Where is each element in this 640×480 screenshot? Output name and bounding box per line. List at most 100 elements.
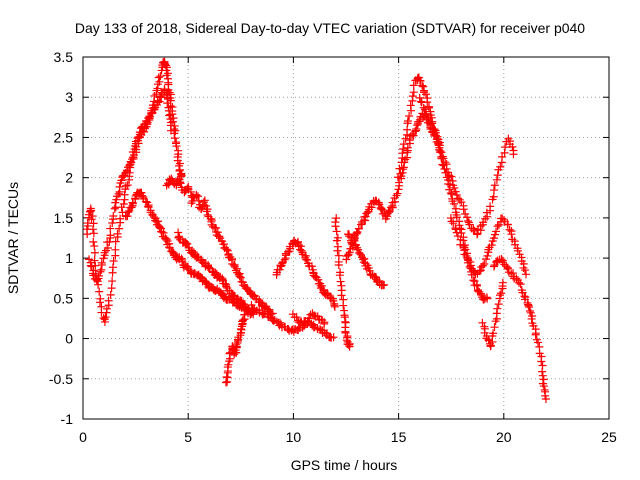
- data-point: [490, 323, 499, 332]
- data-point: [339, 301, 348, 310]
- data-point: [498, 278, 507, 287]
- data-point: [296, 242, 305, 251]
- data-point: [419, 82, 428, 91]
- data-point: [232, 340, 241, 349]
- data-point: [399, 140, 408, 149]
- data-point: [99, 314, 108, 323]
- data-point: [538, 371, 547, 380]
- data-point: [409, 88, 418, 97]
- data-point: [89, 219, 98, 228]
- data-point: [238, 316, 247, 325]
- data-point: [471, 270, 480, 279]
- data-point: [232, 295, 241, 304]
- data-point: [442, 164, 451, 173]
- y-tick-label: 2: [65, 170, 73, 186]
- data-point: [264, 312, 273, 321]
- data-point: [119, 200, 128, 209]
- data-point: [183, 240, 192, 249]
- y-tick-label: 2.5: [54, 129, 74, 145]
- data-point: [447, 217, 456, 226]
- data-point: [452, 190, 461, 199]
- data-point: [193, 192, 202, 201]
- data-point: [90, 242, 99, 251]
- data-point: [102, 304, 111, 313]
- data-point: [486, 342, 495, 351]
- data-point: [446, 214, 455, 223]
- data-point: [384, 207, 393, 216]
- data-point: [337, 291, 346, 300]
- data-point: [508, 142, 517, 151]
- data-point: [97, 265, 106, 274]
- data-point: [87, 262, 96, 271]
- data-point: [202, 207, 211, 216]
- data-point: [108, 277, 117, 286]
- data-point: [166, 126, 175, 135]
- data-point: [112, 195, 121, 204]
- data-point: [352, 243, 361, 252]
- data-point: [492, 175, 501, 184]
- data-point: [107, 284, 116, 293]
- data-point: [235, 272, 244, 281]
- data-point: [87, 215, 96, 224]
- data-point: [395, 164, 404, 173]
- data-point: [305, 314, 314, 323]
- data-point: [490, 186, 499, 195]
- data-point: [345, 342, 354, 351]
- data-point: [496, 162, 505, 171]
- y-tick-label: 1.5: [54, 210, 74, 226]
- y-tick-label: 0: [65, 331, 73, 347]
- x-tick-label: 20: [496, 429, 512, 445]
- data-point: [403, 116, 412, 125]
- data-point: [520, 292, 529, 301]
- data-point: [95, 298, 104, 307]
- data-point: [480, 259, 489, 268]
- plot-frame: [82, 56, 610, 420]
- data-point: [416, 97, 425, 106]
- chart-title: Day 133 of 2018, Sidereal Day-to-day VTE…: [75, 20, 585, 36]
- series-arc-9: [288, 309, 329, 328]
- data-point: [95, 287, 104, 296]
- y-tick-label: 3.5: [54, 49, 74, 65]
- data-point: [531, 330, 540, 339]
- data-point: [445, 185, 454, 194]
- data-point: [420, 105, 429, 114]
- data-point: [398, 149, 407, 158]
- data-point: [172, 142, 181, 151]
- data-point: [163, 99, 172, 108]
- data-point: [478, 261, 487, 270]
- data-point: [417, 98, 426, 107]
- data-point: [186, 187, 195, 196]
- series-arc-6: [221, 310, 249, 387]
- data-point: [88, 225, 97, 234]
- data-point: [127, 203, 136, 212]
- data-point: [332, 214, 341, 223]
- data-point: [451, 225, 460, 234]
- data-point: [375, 200, 384, 209]
- data-point: [330, 302, 339, 311]
- data-point: [163, 94, 172, 103]
- data-point: [478, 318, 487, 327]
- data-point: [503, 264, 512, 273]
- data-point: [487, 241, 496, 250]
- y-axis-label: SDTVAR / TECUs: [5, 182, 21, 294]
- series-arc-15: [446, 214, 531, 279]
- data-point: [539, 375, 548, 384]
- data-point: [124, 208, 133, 217]
- data-point: [539, 382, 548, 391]
- data-point: [115, 224, 124, 233]
- data-point: [416, 76, 425, 85]
- data-point: [447, 172, 456, 181]
- x-tick-label: 15: [391, 429, 407, 445]
- data-point: [469, 276, 478, 285]
- data-point: [202, 278, 211, 287]
- data-point: [447, 190, 456, 199]
- x-tick-label: 0: [79, 429, 87, 445]
- data-point: [422, 111, 431, 120]
- data-point: [421, 90, 430, 99]
- data-point: [405, 136, 414, 145]
- data-point: [415, 93, 424, 102]
- data-point: [222, 373, 231, 382]
- data-point: [280, 255, 289, 264]
- data-point: [312, 273, 321, 282]
- data-point: [86, 204, 95, 213]
